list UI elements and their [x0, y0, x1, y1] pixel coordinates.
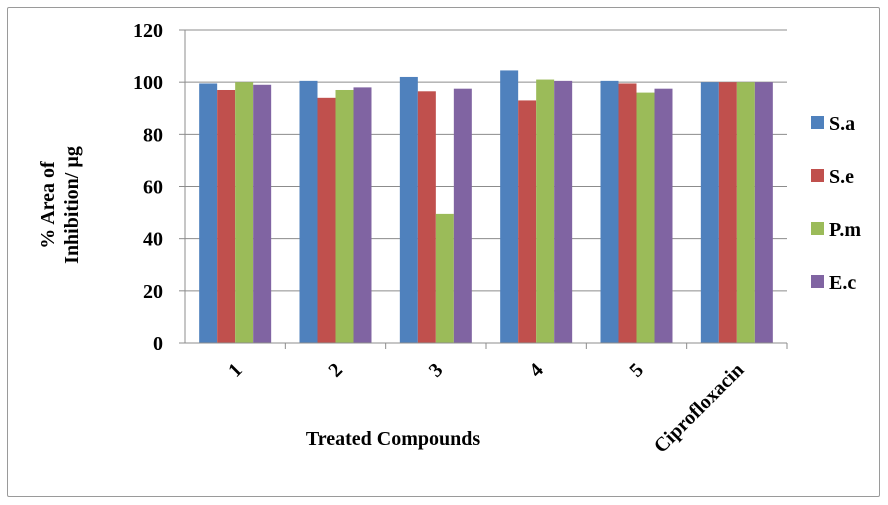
legend-label: E.c [829, 272, 856, 294]
x-tick-label: 4 [525, 359, 548, 382]
x-tick-label: 5 [625, 359, 648, 382]
x-tick-label: Ciprofloxacin [650, 359, 749, 458]
bar-ec-1 [253, 84, 272, 344]
axes [184, 30, 788, 349]
y-axis-title-line2: Inhibition/ µg [61, 146, 83, 264]
y-axis-title-line1: % Area of [37, 161, 59, 249]
bar-pm-4 [536, 79, 555, 343]
x-tick-labels: 1 2 3 4 5 Ciprofloxacin [224, 359, 748, 458]
bar-pm-2 [335, 89, 354, 343]
x-tick-label: 2 [324, 359, 347, 382]
x-tick-label: 3 [425, 359, 448, 382]
legend-label: S.a [829, 113, 855, 135]
bar-ec-4 [554, 80, 573, 344]
x-axis-title: Treated Compounds [306, 428, 481, 450]
bar-se-ciprofloxacin [718, 82, 737, 344]
bar-se-1 [217, 89, 236, 343]
legend-swatch [811, 275, 824, 288]
y-tick-label: 0 [153, 333, 163, 355]
legend: S.a S.e P.m E.c [811, 113, 861, 294]
bar-pm-5 [636, 92, 655, 343]
gridlines [185, 29, 787, 292]
y-tick-label: 80 [143, 124, 163, 146]
y-tick-label: 60 [143, 177, 163, 199]
y-tick-label: 120 [133, 20, 163, 42]
y-tick-label: 20 [143, 281, 163, 303]
bar-se-3 [417, 91, 436, 343]
bars [199, 70, 773, 344]
legend-swatch [811, 222, 824, 235]
legend-label: S.e [829, 166, 854, 188]
bar-sa-4 [500, 70, 519, 343]
y-tick-label: 100 [133, 72, 163, 94]
legend-label: P.m [829, 219, 861, 241]
x-tick-label: 1 [224, 359, 247, 382]
bar-sa-1 [199, 83, 218, 344]
bar-ec-5 [654, 88, 673, 343]
bar-ec-ciprofloxacin [754, 82, 773, 344]
bar-sa-ciprofloxacin [700, 82, 719, 344]
bar-pm-1 [235, 82, 254, 344]
bar-pm-ciprofloxacin [736, 82, 755, 344]
bar-pm-3 [435, 213, 454, 343]
bar-se-5 [618, 83, 637, 344]
bar-sa-3 [399, 76, 418, 343]
bar-se-4 [518, 100, 537, 343]
y-tick-labels: 0 20 40 60 80 100 120 [133, 20, 185, 355]
y-tick-label: 40 [143, 229, 163, 251]
bar-sa-5 [600, 80, 619, 344]
bar-ec-2 [353, 87, 372, 343]
legend-swatch [811, 169, 824, 182]
bar-se-2 [317, 97, 336, 343]
legend-swatch [811, 116, 824, 129]
bar-sa-2 [299, 80, 318, 344]
bar-ec-3 [453, 88, 472, 343]
